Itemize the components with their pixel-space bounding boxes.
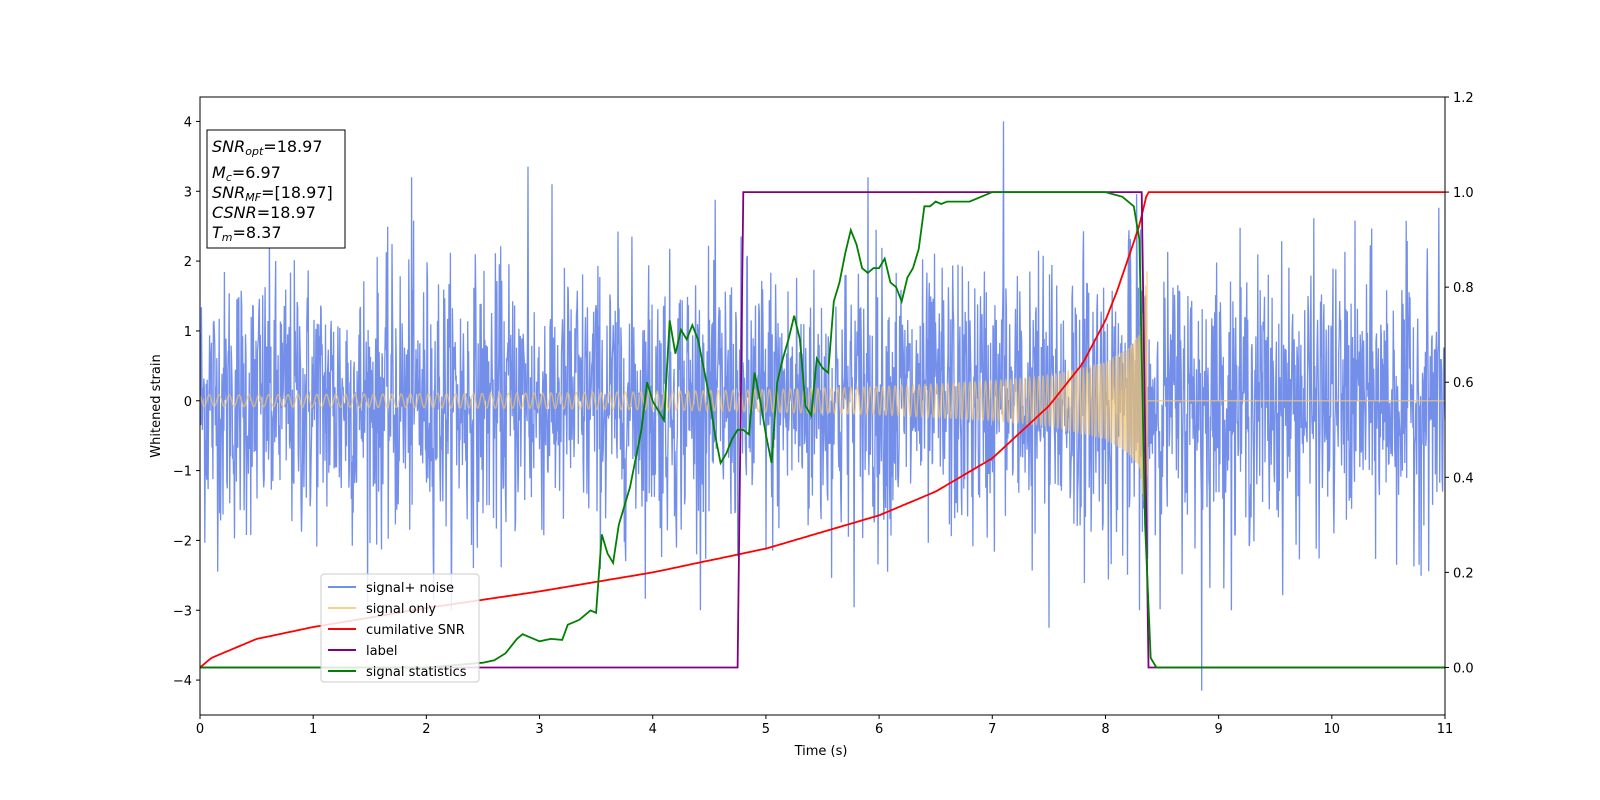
y2-tick-label: 1.2 [1453,91,1474,106]
info-snr-opt: SNRopt=18.97 [212,137,323,158]
y-tick-label: −2 [173,534,192,549]
y-tick-label: 1 [184,325,192,340]
info-snr-mf: SNRMF=[18.97] [212,183,333,204]
x-tick-label: 8 [1101,722,1109,737]
x-tick-label: 5 [762,722,770,737]
legend-label: signal+ noise [366,581,454,596]
x-tick-label: 3 [535,722,543,737]
legend-frame [320,573,480,683]
y-tick-label: 3 [184,185,192,200]
x-tick-label: 10 [1324,722,1341,737]
plot-frame [199,96,1446,716]
y2-tick-label: 0.6 [1453,376,1474,391]
x-tick-label: 11 [1437,722,1454,737]
legend: signal+ noise signal only cumilative SNR la… [320,573,480,683]
info-tm: Tm=8.37 [212,223,282,244]
x-axis: 0 1 2 3 4 5 6 7 8 9 10 11 [196,715,1453,737]
y2-tick-label: 0.8 [1453,281,1474,296]
series-signal-noise-line [200,121,1445,691]
y2-tick-label: 1.0 [1453,186,1474,201]
legend-label: signal statistics [366,665,467,680]
y-tick-label: 0 [184,395,192,410]
x-tick-label: 2 [422,722,430,737]
x-tick-label: 1 [309,722,317,737]
y-axis-label: Whitened strain [149,354,164,457]
info-mc: Mc=6.97 [212,163,281,184]
y2-tick-label: 0.0 [1453,661,1474,676]
y-tick-label: −1 [173,465,192,480]
y-tick-label: 2 [184,255,192,270]
y-tick-label: 4 [184,115,192,130]
y-axis-left: 4 3 2 1 0 −1 −2 −3 −4 [173,115,200,689]
y-tick-label: −3 [173,604,192,619]
legend-label: signal only [366,602,436,617]
x-tick-label: 6 [875,722,883,737]
x-tick-label: 4 [649,722,657,737]
x-tick-label: 0 [196,722,204,737]
y2-tick-label: 0.2 [1453,566,1474,581]
series-signal-only-line [200,271,1445,528]
info-box-frame [206,129,346,249]
y-axis-right: 1.2 1.0 0.8 0.6 0.4 0.2 0.0 [1445,91,1474,676]
x-tick-label: 9 [1214,722,1222,737]
x-axis-label: Time (s) [794,744,848,759]
y-tick-label: −4 [173,674,192,689]
info-csnr: CSNR=18.97 [212,203,316,222]
legend-label: label [366,644,397,659]
y2-tick-label: 0.4 [1453,471,1474,486]
x-tick-label: 7 [988,722,996,737]
legend-label: cumilative SNR [366,623,465,638]
info-box: SNRopt=18.97 Mc=6.97 SNRMF=[18.97] CSNR=… [206,129,346,249]
series-signal-statistics-line [200,191,1445,669]
